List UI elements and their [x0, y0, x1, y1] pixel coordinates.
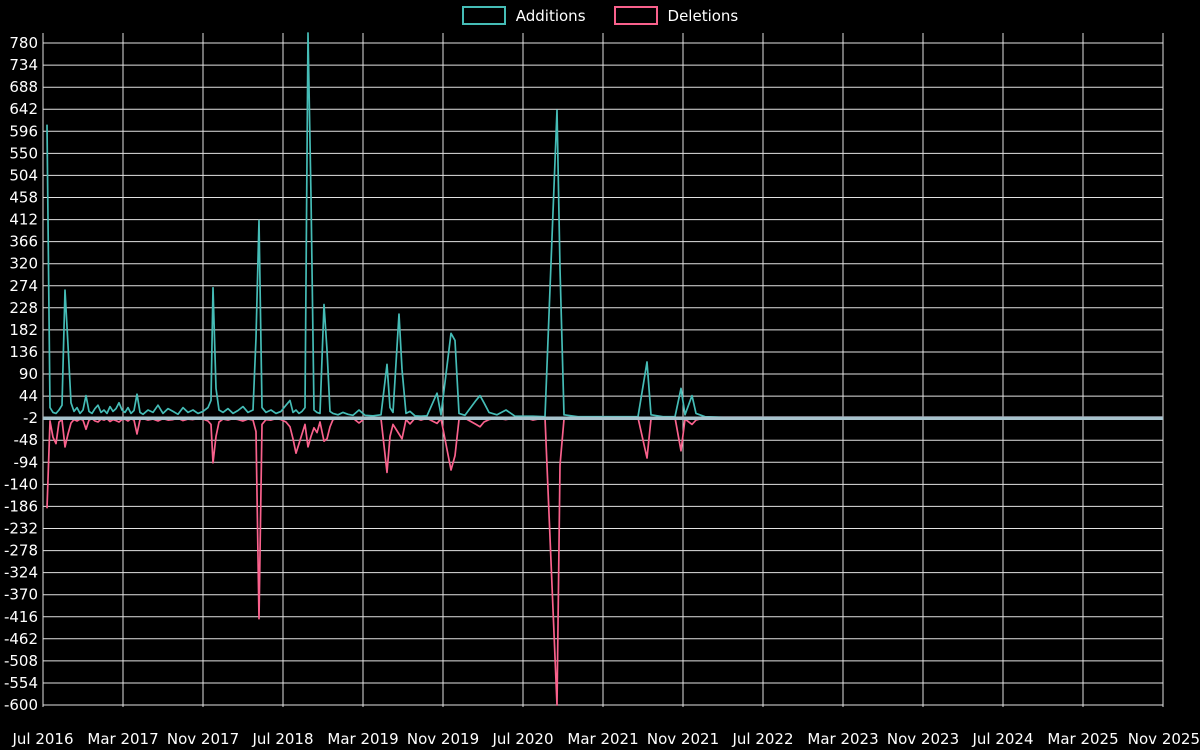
x-axis-tick-label: Mar 2019: [327, 730, 398, 748]
y-axis-tick-label: 458: [9, 189, 38, 207]
y-axis-tick-label: 320: [9, 255, 38, 273]
x-axis-tick-label: Jul 2024: [971, 730, 1033, 748]
x-axis-tick-label: Jul 2016: [11, 730, 73, 748]
y-axis-tick-label: 734: [9, 56, 38, 74]
legend-label-additions: Additions: [515, 6, 586, 25]
y-axis-tick-label: 780: [9, 34, 38, 52]
y-axis-tick-label: 90: [19, 365, 38, 383]
x-axis-tick-label: Mar 2023: [807, 730, 878, 748]
y-axis-tick-label: 596: [9, 122, 38, 140]
y-axis-tick-label: -2: [23, 409, 38, 427]
y-axis-tick-label: -186: [4, 497, 38, 515]
y-axis-tick-label: 366: [9, 233, 38, 251]
x-axis-tick-label: Nov 2023: [887, 730, 959, 748]
y-axis-tick-label: 550: [9, 144, 38, 162]
deletions-line: [46, 416, 1163, 706]
y-axis-tick-label: 642: [9, 100, 38, 118]
x-axis-tick-label: Mar 2021: [567, 730, 638, 748]
y-axis-tick-label: -94: [14, 453, 39, 471]
y-axis-tick-label: -324: [4, 564, 38, 582]
x-axis-tick-label: Nov 2017: [167, 730, 239, 748]
x-axis-tick-label: Jul 2018: [251, 730, 313, 748]
legend-label-deletions: Deletions: [667, 6, 739, 25]
y-axis-tick-label: -370: [4, 586, 38, 604]
x-axis-tick-label: Mar 2025: [1047, 730, 1118, 748]
x-axis-tick-label: Jul 2020: [491, 730, 553, 748]
additions-line: [46, 32, 1163, 419]
additions-swatch-icon: [461, 6, 506, 25]
x-axis-tick-label: Jul 2022: [731, 730, 793, 748]
legend-item-additions[interactable]: Additions: [461, 6, 586, 25]
y-axis-tick-label: 504: [9, 166, 38, 184]
x-axis-tick-label: Nov 2025: [1128, 730, 1200, 748]
y-axis-tick-label: -462: [4, 630, 38, 648]
y-axis-tick-label: -416: [4, 608, 38, 626]
y-axis-tick-label: -140: [4, 475, 38, 493]
y-axis-tick-label: 412: [9, 211, 38, 229]
y-axis-tick-label: 182: [9, 321, 38, 339]
y-axis-tick-label: -48: [14, 431, 39, 449]
y-axis-tick-label: 274: [9, 277, 38, 295]
deletions-swatch-icon: [613, 6, 658, 25]
y-axis-tick-label: -278: [4, 542, 38, 560]
x-axis-tick-label: Nov 2021: [647, 730, 719, 748]
y-axis-tick-label: 44: [19, 387, 38, 405]
x-axis-tick-label: Mar 2017: [87, 730, 158, 748]
y-axis-tick-label: -508: [4, 652, 38, 670]
y-axis-tick-label: 136: [9, 343, 38, 361]
legend: Additions Deletions: [0, 6, 1200, 25]
y-axis-tick-label: 228: [9, 299, 38, 317]
y-axis-tick-label: -554: [4, 674, 38, 692]
x-axis-tick-label: Nov 2019: [407, 730, 479, 748]
legend-item-deletions[interactable]: Deletions: [613, 6, 739, 25]
y-axis-tick-label: 688: [9, 78, 38, 96]
y-axis-tick-label: -600: [4, 696, 38, 714]
y-axis-tick-label: -232: [4, 520, 38, 538]
